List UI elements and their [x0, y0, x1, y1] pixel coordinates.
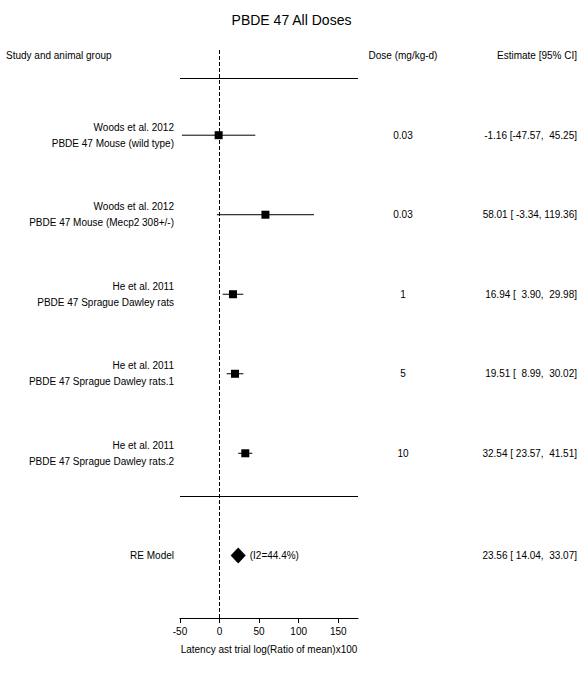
svg-text:23.56 [ 14.04, 33.07]: 23.56 [ 14.04, 33.07]	[482, 550, 577, 561]
svg-text:PBDE 47 All Doses: PBDE 47 All Doses	[232, 12, 352, 28]
svg-text:He et al. 2011: He et al. 2011	[112, 440, 174, 451]
svg-text:Dose (mg/kg-d): Dose (mg/kg-d)	[369, 50, 438, 61]
svg-text:Study and animal group: Study and animal group	[6, 50, 112, 61]
svg-text:-50: -50	[173, 626, 188, 637]
svg-text:0.03: 0.03	[393, 209, 413, 220]
svg-text:32.54 [ 23.57, 41.51]: 32.54 [ 23.57, 41.51]	[482, 448, 577, 459]
svg-text:16.94 [ 3.90, 29.98]: 16.94 [ 3.90, 29.98]	[485, 289, 577, 300]
svg-text:Woods et al. 2012: Woods et al. 2012	[94, 201, 175, 212]
svg-text:Estimate [95% CI]: Estimate [95% CI]	[497, 50, 577, 61]
svg-text:1: 1	[400, 289, 406, 300]
svg-text:PBDE 47 Mouse (wild type): PBDE 47 Mouse (wild type)	[52, 138, 174, 149]
svg-text:100: 100	[290, 626, 307, 637]
svg-text:10: 10	[397, 448, 409, 459]
svg-text:PBDE 47 Sprague Dawley rats: PBDE 47 Sprague Dawley rats	[37, 297, 174, 308]
svg-text:He et al. 2011: He et al. 2011	[112, 360, 174, 371]
svg-text:5: 5	[400, 368, 406, 379]
svg-text:50: 50	[254, 626, 266, 637]
svg-text:19.51 [ 8.99, 30.02]: 19.51 [ 8.99, 30.02]	[485, 368, 577, 379]
svg-text:He et al. 2011: He et al. 2011	[112, 281, 174, 292]
svg-text:0.03: 0.03	[393, 130, 413, 141]
svg-text:Woods et al. 2012: Woods et al. 2012	[94, 122, 175, 133]
svg-text:PBDE 47 Sprague Dawley rats.1: PBDE 47 Sprague Dawley rats.1	[29, 376, 175, 387]
svg-text:PBDE 47 Sprague Dawley rats.2: PBDE 47 Sprague Dawley rats.2	[29, 456, 175, 467]
svg-text:(I2=44.4%): (I2=44.4%)	[250, 550, 299, 561]
svg-text:Latency ast trial log(Ratio of: Latency ast trial log(Ratio of mean)x100	[181, 644, 358, 655]
svg-text:0: 0	[217, 626, 223, 637]
svg-text:RE Model: RE Model	[130, 550, 174, 561]
svg-text:58.01 [ -3.34, 119.36]: 58.01 [ -3.34, 119.36]	[483, 209, 578, 220]
svg-text:-1.16 [-47.57, 45.25]: -1.16 [-47.57, 45.25]	[484, 130, 577, 141]
svg-text:150: 150	[330, 626, 347, 637]
svg-text:PBDE 47 Mouse (Mecp2 308+/-): PBDE 47 Mouse (Mecp2 308+/-)	[29, 217, 174, 228]
